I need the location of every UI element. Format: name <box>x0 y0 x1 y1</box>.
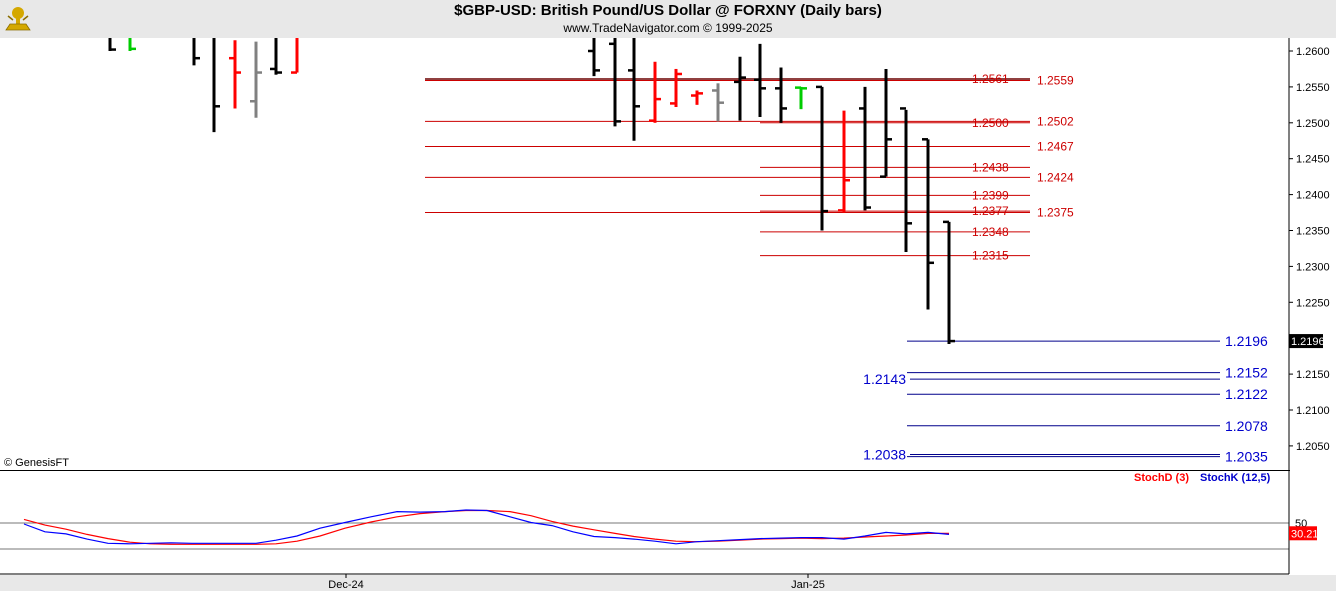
ohlc-bar <box>229 40 241 109</box>
time-tick-label: Jan-25 <box>791 579 825 591</box>
ohlc-bar <box>838 110 850 213</box>
price-tick-label: 1.2400 <box>1296 190 1330 202</box>
resistance-label: 1.2315 <box>972 249 1009 263</box>
ohlc-bar <box>816 85 828 231</box>
stochastic-series <box>23 509 950 545</box>
support-label: 1.2143 <box>863 371 906 387</box>
ohlc-bar <box>712 83 724 122</box>
ohlc-bar <box>270 38 282 75</box>
ohlc-bar <box>108 38 116 51</box>
price-tick-label: 1.2250 <box>1296 297 1330 309</box>
ohlc-bar <box>943 220 955 344</box>
trade-navigator-logo-icon <box>5 7 31 31</box>
ohlc-bar <box>291 38 299 74</box>
ohlc-bar <box>192 38 200 66</box>
price-tick-label: 1.2600 <box>1296 46 1330 58</box>
stochk-legend: StochK (12,5) <box>1200 472 1271 484</box>
support-label: 1.2152 <box>1225 365 1268 381</box>
price-chart[interactable]: 1.2561 1.2559 1.2502 1.2500 1.2467 1.2438 1.24… <box>0 38 1336 471</box>
resistance-label: 1.2424 <box>1037 170 1074 184</box>
time-axis: Dec-24 Jan-25 <box>328 574 825 591</box>
resistance-label: 1.2559 <box>1037 73 1074 87</box>
time-axis-bg <box>0 575 1336 591</box>
ohlc-bar <box>922 138 934 310</box>
ohlc-bar <box>588 38 600 77</box>
ohlc-bar <box>880 68 892 178</box>
ohlc-bar <box>691 90 703 105</box>
price-axis[interactable]: 1.2600 1.2550 1.2500 1.2450 1.2400 1.2350 1.23… <box>1289 38 1336 471</box>
stoch-line <box>23 509 949 545</box>
ohlc-bar <box>212 38 220 133</box>
ohlc-bar <box>734 56 746 121</box>
last-price-box <box>1289 334 1323 349</box>
ohlc-bar <box>670 68 682 108</box>
resistance-label: 1.2377 <box>972 204 1009 218</box>
ohlc-bar <box>900 107 912 253</box>
support-label: 1.2035 <box>1225 449 1268 465</box>
price-tick-label: 1.2050 <box>1296 441 1330 453</box>
resistance-label: 1.2348 <box>972 225 1009 239</box>
support-label: 1.2122 <box>1225 386 1268 402</box>
ohlc-bar <box>754 43 766 118</box>
price-tick-label: 1.2450 <box>1296 154 1330 166</box>
price-tick-label: 1.2500 <box>1296 118 1330 130</box>
ohlc-bar <box>775 67 787 123</box>
copyright-label: © GenesisFT <box>4 457 69 469</box>
support-levels: 1.2196 1.2152 1.2143 1.2122 1.2078 1.2038 1.20… <box>863 333 1268 465</box>
resistance-label: 1.2502 <box>1037 114 1074 128</box>
price-tick-label: 1.2550 <box>1296 82 1330 94</box>
resistance-levels: 1.2561 1.2559 1.2502 1.2500 1.2467 1.2438 1.24… <box>425 72 1074 263</box>
ohlc-bar <box>250 41 262 118</box>
last-price-label: 1.2196 <box>1291 336 1325 348</box>
ohlc-bar <box>795 86 807 110</box>
price-tick-label: 1.2300 <box>1296 261 1330 273</box>
resistance-label: 1.2375 <box>1037 206 1074 220</box>
resistance-label: 1.2500 <box>972 116 1009 130</box>
chart-subtitle: www.TradeNavigator.com © 1999-2025 <box>563 21 773 35</box>
resistance-label: 1.2438 <box>972 160 1009 174</box>
price-panel <box>0 38 1336 471</box>
ohlc-bar <box>128 38 136 51</box>
stochd-legend: StochD (3) <box>1134 472 1189 484</box>
price-tick-label: 1.2350 <box>1296 226 1330 238</box>
stochastic-panel <box>0 471 1336 591</box>
ohlc-bar <box>649 61 661 123</box>
support-label: 1.2078 <box>1225 418 1268 434</box>
ohlc-bars <box>108 38 955 344</box>
resistance-label: 1.2467 <box>1037 139 1074 153</box>
stoch-last-label: 30.21 <box>1291 528 1319 540</box>
resistance-label: 1.2561 <box>972 72 1009 86</box>
price-tick-label: 1.2150 <box>1296 369 1330 381</box>
support-label: 1.2196 <box>1225 333 1268 349</box>
price-tick-label: 1.2100 <box>1296 405 1330 417</box>
chart-title: $GBP-USD: British Pound/US Dollar @ FORX… <box>454 2 882 19</box>
price-axis-bg <box>1290 38 1336 471</box>
stoch-line <box>23 509 950 545</box>
ohlc-bar <box>609 38 621 127</box>
ohlc-bar <box>859 86 871 211</box>
support-label: 1.2038 <box>863 447 906 463</box>
time-tick-label: Dec-24 <box>328 579 363 591</box>
stoch-last-box <box>1289 526 1317 541</box>
ohlc-bar <box>628 38 640 141</box>
title-bar <box>0 0 1336 38</box>
resistance-label: 1.2399 <box>972 188 1009 202</box>
